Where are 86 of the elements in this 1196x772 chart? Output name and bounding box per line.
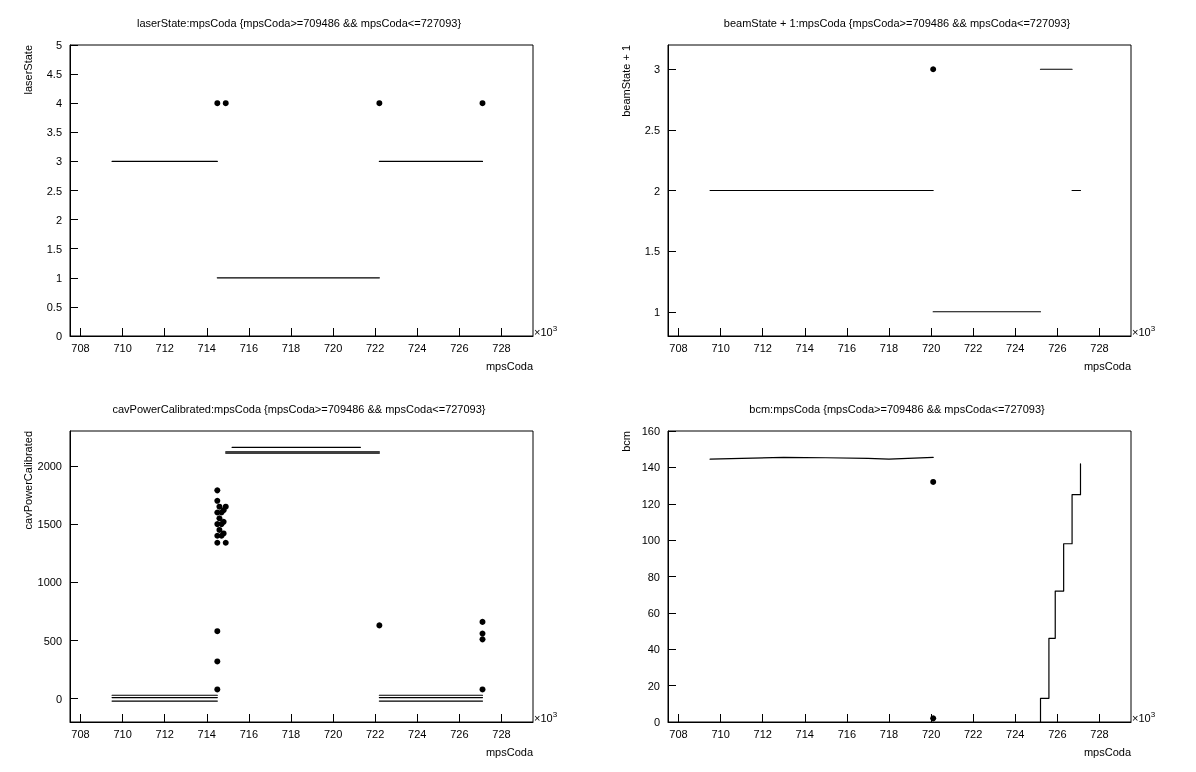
y-tick-label: 2 bbox=[55, 213, 62, 226]
y-tick-label: 1500 bbox=[37, 518, 62, 531]
x-tick-label: 722 bbox=[365, 727, 385, 740]
y-tick-label: 3.5 bbox=[46, 126, 62, 139]
x-tick-label: 720 bbox=[921, 727, 941, 740]
y-tick-label: 0 bbox=[653, 716, 660, 728]
y-tick-label: 0 bbox=[55, 692, 62, 705]
x-tick-label: 712 bbox=[155, 341, 174, 354]
x-axis-title: mpsCoda bbox=[1083, 745, 1132, 758]
x-axis-title: mpsCoda bbox=[1083, 359, 1132, 372]
y-tick-label: 1 bbox=[55, 271, 62, 284]
x-tick-label: 718 bbox=[879, 341, 899, 354]
x-axis-title: mpsCoda bbox=[485, 745, 534, 758]
y-tick-label: 40 bbox=[647, 643, 660, 656]
x-tick-label: 722 bbox=[963, 341, 983, 354]
x-tick-label: 714 bbox=[795, 341, 814, 354]
y-axis-title: laserState bbox=[22, 45, 34, 95]
x-tick-label: 708 bbox=[71, 727, 90, 740]
x-tick-label: 728 bbox=[492, 727, 511, 740]
x-tick-label: 720 bbox=[921, 341, 941, 354]
y-tick-label: 5 bbox=[55, 39, 62, 51]
x-tick-label: 708 bbox=[669, 341, 688, 354]
x-tick-label: 728 bbox=[492, 341, 511, 354]
y-axis-title: cavPowerCalibrated bbox=[22, 431, 34, 530]
x-tick-label: 726 bbox=[450, 727, 469, 740]
y-tick-label: 4 bbox=[55, 97, 62, 110]
x-tick-label: 716 bbox=[837, 727, 857, 740]
y-tick-label: 0.5 bbox=[46, 300, 62, 313]
y-tick-label: 140 bbox=[641, 461, 660, 474]
y-tick-label: 60 bbox=[647, 606, 660, 619]
x-axis-title: mpsCoda bbox=[485, 359, 534, 372]
x-tick-label: 712 bbox=[155, 727, 174, 740]
x-tick-label: 726 bbox=[1048, 341, 1067, 354]
x-tick-label: 724 bbox=[408, 341, 427, 354]
x-tick-label: 708 bbox=[669, 727, 688, 740]
x-tick-label: 724 bbox=[1006, 341, 1025, 354]
x-tick-label: 712 bbox=[753, 727, 772, 740]
y-tick-label: 100 bbox=[641, 534, 660, 547]
x-tick-label: 714 bbox=[795, 727, 814, 740]
x-tick-label: 710 bbox=[711, 727, 730, 740]
y-tick-label: 1.5 bbox=[644, 245, 660, 258]
x-tick-label: 708 bbox=[71, 341, 90, 354]
x-tick-label: 712 bbox=[753, 341, 772, 354]
y-tick-label: 3 bbox=[55, 155, 62, 168]
y-tick-label: 2.5 bbox=[644, 123, 660, 136]
x-tick-label: 718 bbox=[879, 727, 899, 740]
x-tick-label: 722 bbox=[365, 341, 385, 354]
y-tick-label: 160 bbox=[641, 425, 660, 437]
y-tick-label: 1.5 bbox=[46, 242, 62, 255]
y-tick-label: 2.5 bbox=[46, 184, 62, 197]
x-tick-label: 716 bbox=[239, 341, 259, 354]
chart-title: bcm:mpsCoda {mpsCoda>=709486 && mpsCoda<=727093} bbox=[749, 402, 1046, 415]
y-tick-label: 120 bbox=[641, 497, 660, 510]
chart-title: beamState + 1:mpsCoda {mpsCoda>=709486 && mpsCoda<=727093} bbox=[723, 16, 1071, 29]
x-tick-label: 728 bbox=[1090, 727, 1109, 740]
y-tick-label: 80 bbox=[647, 570, 660, 583]
y-tick-label: 0 bbox=[55, 330, 62, 342]
x-tick-label: 716 bbox=[837, 341, 857, 354]
x-tick-label: 724 bbox=[408, 727, 427, 740]
y-tick-label: 20 bbox=[647, 679, 660, 692]
x-tick-label: 718 bbox=[281, 341, 301, 354]
x-tick-label: 724 bbox=[1006, 727, 1025, 740]
x-tick-label: 710 bbox=[113, 341, 132, 354]
y-tick-label: 4.5 bbox=[46, 68, 62, 81]
chart-title: cavPowerCalibrated:mpsCoda {mpsCoda>=709486 && mpsCoda<=727093} bbox=[112, 402, 486, 415]
y-tick-label: 500 bbox=[43, 634, 62, 647]
x-tick-label: 722 bbox=[963, 727, 983, 740]
x-tick-label: 714 bbox=[197, 727, 216, 740]
y-tick-label: 1 bbox=[653, 305, 660, 318]
x-tick-label: 728 bbox=[1090, 341, 1109, 354]
x-tick-label: 718 bbox=[281, 727, 301, 740]
x-tick-label: 720 bbox=[323, 341, 343, 354]
y-axis-title: beamState + 1 bbox=[620, 45, 632, 117]
y-axis-title: bcm bbox=[620, 431, 632, 452]
x-tick-label: 710 bbox=[113, 727, 132, 740]
y-tick-label: 3 bbox=[653, 63, 660, 76]
x-tick-label: 726 bbox=[1048, 727, 1067, 740]
y-tick-label: 2000 bbox=[37, 459, 62, 472]
x-tick-label: 716 bbox=[239, 727, 259, 740]
y-tick-label: 2 bbox=[653, 184, 660, 197]
x-tick-label: 714 bbox=[197, 341, 216, 354]
x-tick-label: 726 bbox=[450, 341, 469, 354]
x-tick-label: 710 bbox=[711, 341, 730, 354]
x-tick-label: 720 bbox=[323, 727, 343, 740]
chart-title: laserState:mpsCoda {mpsCoda>=709486 && mpsCoda<=727093} bbox=[136, 16, 462, 29]
y-tick-label: 1000 bbox=[37, 576, 62, 589]
